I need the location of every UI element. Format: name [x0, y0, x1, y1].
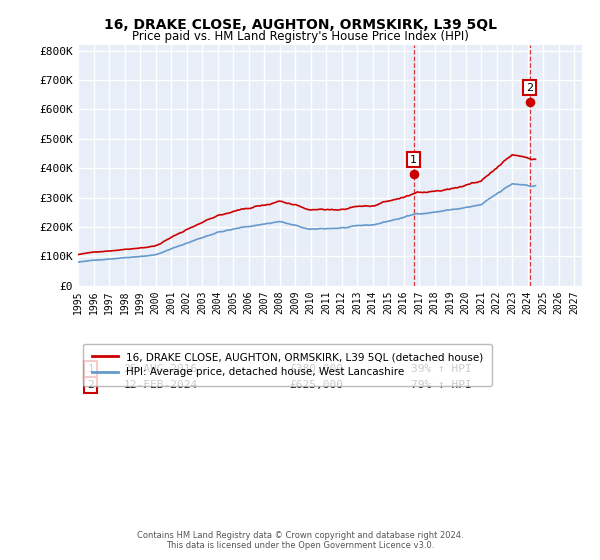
- Text: Contains HM Land Registry data © Crown copyright and database right 2024.
This d: Contains HM Land Registry data © Crown c…: [137, 530, 463, 550]
- Text: 1: 1: [410, 155, 417, 165]
- Text: 26-AUG-2016: 26-AUG-2016: [124, 363, 197, 374]
- Text: £625,000: £625,000: [290, 380, 344, 390]
- Text: 2: 2: [87, 380, 94, 390]
- Point: [525, 97, 535, 106]
- Text: 12-FEB-2024: 12-FEB-2024: [124, 380, 197, 390]
- Text: 1: 1: [87, 363, 94, 374]
- Text: 16, DRAKE CLOSE, AUGHTON, ORMSKIRK, L39 5QL: 16, DRAKE CLOSE, AUGHTON, ORMSKIRK, L39 …: [104, 18, 497, 32]
- Text: 39% ↑ HPI: 39% ↑ HPI: [410, 363, 472, 374]
- Text: 2: 2: [526, 83, 533, 92]
- Legend: 16, DRAKE CLOSE, AUGHTON, ORMSKIRK, L39 5QL (detached house), HPI: Average price: 16, DRAKE CLOSE, AUGHTON, ORMSKIRK, L39 …: [83, 344, 491, 386]
- Text: £380,000: £380,000: [290, 363, 344, 374]
- Text: 79% ↑ HPI: 79% ↑ HPI: [410, 380, 472, 390]
- Point: [409, 170, 419, 179]
- Text: Price paid vs. HM Land Registry's House Price Index (HPI): Price paid vs. HM Land Registry's House …: [131, 30, 469, 43]
